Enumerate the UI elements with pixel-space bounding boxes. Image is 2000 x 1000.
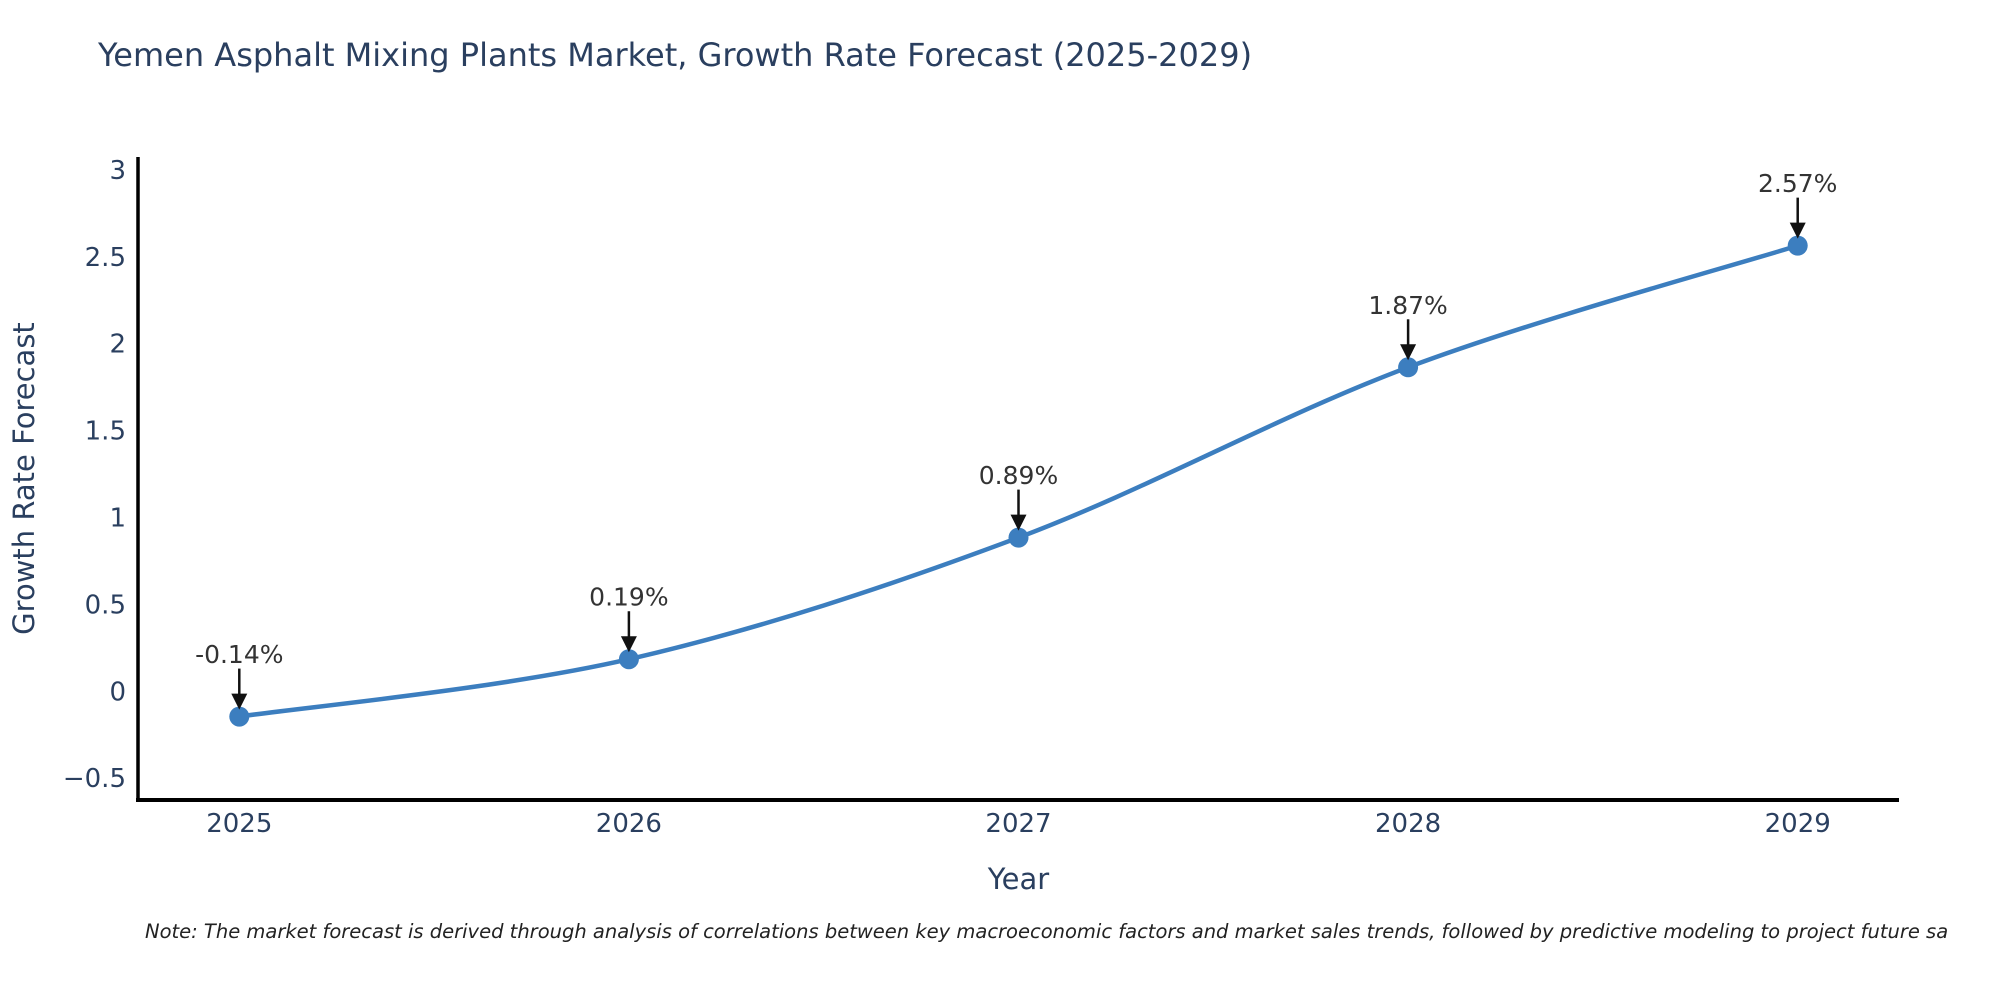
data-point-label: -0.14% bbox=[195, 640, 283, 669]
x-axis-title: Year bbox=[987, 862, 1049, 896]
y-tick-label: 0.5 bbox=[85, 590, 126, 620]
data-point-2026 bbox=[618, 649, 639, 670]
data-point-2027 bbox=[1008, 527, 1029, 548]
annotation-arrow-head bbox=[1400, 344, 1417, 361]
y-tick-label: −0.5 bbox=[63, 764, 126, 794]
data-point-2029 bbox=[1787, 235, 1808, 256]
x-tick-label: 2027 bbox=[985, 809, 1051, 839]
y-tick-label: 1 bbox=[109, 503, 126, 533]
data-point-label: 1.87% bbox=[1368, 291, 1447, 320]
y-tick-label: 1.5 bbox=[85, 417, 126, 447]
y-tick-label: 2.5 bbox=[85, 243, 126, 273]
data-point-2025 bbox=[229, 706, 250, 727]
x-tick-label: 2026 bbox=[596, 809, 662, 839]
data-point-label: 0.19% bbox=[589, 583, 668, 612]
annotation-arrow-head bbox=[231, 693, 248, 710]
data-point-label: 2.57% bbox=[1758, 169, 1837, 198]
y-tick-label: 2 bbox=[109, 330, 126, 360]
x-tick-label: 2025 bbox=[206, 809, 272, 839]
annotation-arrow-head bbox=[1010, 514, 1027, 531]
chart-footnote: Note: The market forecast is derived thr… bbox=[145, 920, 1949, 943]
chart-title: Yemen Asphalt Mixing Plants Market, Grow… bbox=[98, 36, 1253, 74]
x-tick-label: 2029 bbox=[1765, 809, 1831, 839]
y-axis-title: Growth Rate Forecast bbox=[7, 322, 41, 635]
y-tick-label: 3 bbox=[109, 156, 126, 186]
x-tick-label: 2028 bbox=[1375, 809, 1441, 839]
data-point-2028 bbox=[1398, 357, 1419, 378]
y-tick-label: 0 bbox=[109, 677, 126, 707]
data-point-label: 0.89% bbox=[979, 461, 1058, 490]
annotation-arrow-head bbox=[620, 636, 637, 653]
annotation-arrow-head bbox=[1789, 222, 1806, 239]
